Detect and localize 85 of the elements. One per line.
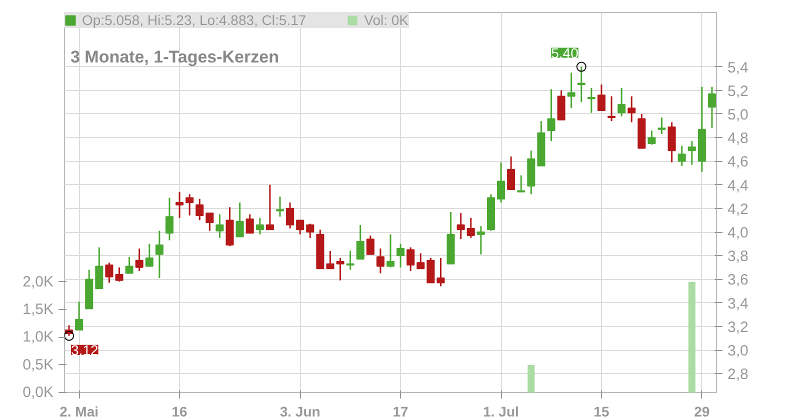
candlestick — [236, 202, 244, 238]
x-tick-label: 15 — [594, 404, 610, 420]
candlestick — [125, 256, 134, 274]
candlestick — [597, 84, 606, 112]
candlestick — [256, 217, 264, 236]
candlestick — [206, 212, 214, 232]
candlestick — [496, 162, 506, 204]
y-tick-label: 3,4 — [728, 295, 748, 312]
candlestick — [628, 96, 636, 123]
candlestick — [165, 197, 174, 242]
candlestick — [648, 130, 656, 146]
y-tick-label: 4,4 — [728, 177, 748, 194]
candlestick — [557, 90, 566, 121]
x-tick-label: 1. Jul — [483, 404, 519, 420]
candlestick — [608, 96, 616, 122]
candlestick — [688, 140, 696, 166]
candlestick — [306, 222, 314, 239]
candlestick — [276, 196, 284, 218]
candlestick — [668, 122, 676, 164]
candlestick — [196, 198, 204, 221]
candlestick — [587, 87, 596, 114]
candlestick — [416, 252, 425, 270]
candlestick — [366, 234, 374, 256]
x-tick-label: 2. Mai — [60, 404, 99, 420]
y-tick-label: 3,6 — [728, 272, 748, 289]
text: 3 Monate, 1-Tages-Kerzen — [70, 48, 279, 66]
y-tick-label: 3,8 — [728, 248, 748, 266]
candlestick — [246, 214, 254, 234]
candlestick — [356, 224, 364, 260]
x-tick-label: 16 — [172, 404, 188, 420]
candlestick — [145, 243, 154, 267]
candlestick — [95, 246, 104, 290]
candlestick — [296, 219, 304, 236]
y-tick-label: 2,8 — [728, 366, 748, 384]
y-tick-label: 5,2 — [728, 82, 748, 100]
y2-tick-label: 0,0K — [22, 384, 54, 401]
candlestick — [286, 202, 294, 230]
candlestick — [135, 248, 144, 272]
candlestick — [216, 214, 224, 239]
data-label: 5,40 — [551, 44, 579, 61]
candlestick — [456, 212, 465, 240]
candlestick — [386, 234, 395, 268]
y-tick-label: 4,8 — [728, 130, 748, 148]
candlestick — [476, 225, 485, 256]
candlestick — [658, 116, 666, 135]
candlestick — [326, 250, 334, 270]
candlestick — [708, 86, 716, 129]
legend-label: Vol: 0K — [364, 12, 409, 28]
candlestick — [346, 250, 354, 271]
candlestick — [105, 262, 114, 284]
x-tick-label: 29 — [694, 404, 710, 420]
y-tick-label: 3,0 — [728, 342, 748, 360]
y2-tick-label: 0,5K — [22, 356, 54, 374]
candlestick — [547, 88, 556, 142]
candlestick — [396, 243, 405, 268]
candlestick — [436, 257, 445, 288]
y2-tick-label: 1,0K — [22, 328, 54, 346]
candlestick — [176, 191, 184, 219]
candlestick — [618, 87, 626, 118]
y-tick-label: 5,0 — [728, 106, 748, 124]
y-tick-label: 5,4 — [728, 59, 748, 76]
candlestick — [75, 300, 84, 331]
candlestick — [336, 257, 344, 282]
y-tick-label: 3,2 — [728, 318, 748, 336]
candlestick — [376, 248, 384, 274]
legend-label: Op:5.058, Hi:5.23, Lo:4.883, Cl:5.17 — [82, 12, 306, 28]
y-tick-label: 4,0 — [728, 224, 748, 242]
candlestick — [426, 257, 435, 284]
candlestick — [507, 156, 516, 190]
candlestick — [466, 217, 475, 239]
candlestick — [517, 174, 526, 193]
data-label: 3,12 — [71, 342, 98, 358]
candlestick — [266, 184, 274, 230]
x-tick-label: 17 — [392, 404, 409, 420]
candlestick — [115, 266, 124, 282]
candlestick — [186, 193, 194, 216]
candlestick — [155, 230, 164, 279]
y-tick-label: 4,2 — [728, 200, 748, 218]
y-tick-label: 4,6 — [728, 154, 748, 171]
candlestick — [406, 246, 415, 272]
x-tick-label: 3. Jun — [280, 404, 320, 420]
y2-tick-label: 1,5K — [22, 301, 54, 318]
candlestick — [678, 145, 686, 167]
y2-tick-label: 2,0K — [22, 273, 54, 290]
candlestick — [567, 72, 576, 109]
